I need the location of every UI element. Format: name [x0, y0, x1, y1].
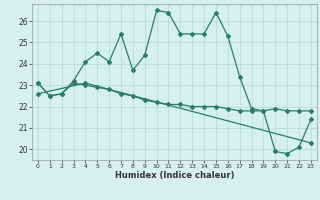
X-axis label: Humidex (Indice chaleur): Humidex (Indice chaleur) [115, 171, 234, 180]
